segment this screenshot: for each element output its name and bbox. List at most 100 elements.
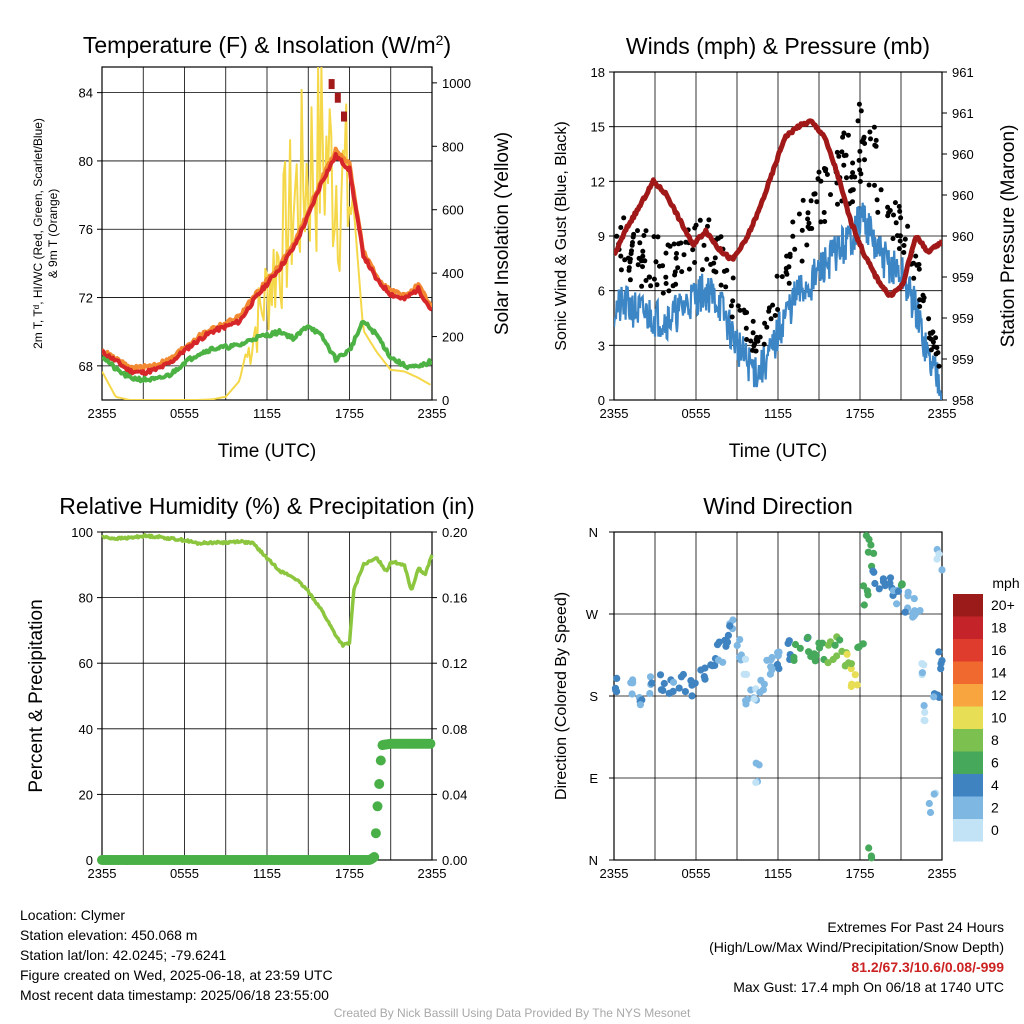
wind-gust-point (690, 247, 696, 253)
wind-gust-point (920, 292, 926, 298)
wind-gust-point (775, 307, 781, 312)
wind-gust-point (762, 320, 768, 326)
dir-point (851, 671, 859, 679)
wind-gust-point (873, 137, 879, 143)
wind-gust-point (834, 149, 840, 155)
precip-point (374, 779, 385, 789)
temp-extra-mark (341, 111, 347, 122)
wind-gust-point (618, 267, 624, 273)
wind-gust-point (928, 347, 934, 353)
dir-point (935, 648, 943, 656)
wind-gust-point (774, 273, 780, 279)
rh-title: Relative Humidity (%) & Precipitation (i… (59, 493, 474, 519)
wind-gust-point (897, 208, 903, 214)
temp-title-sup: 2 (436, 32, 444, 48)
wind-gust-point (790, 233, 796, 239)
wind-gust-point (704, 256, 710, 262)
wind-gust-point (934, 345, 940, 351)
temp-x-tick-label: 1155 (253, 406, 281, 421)
dir-point (785, 637, 793, 645)
dir-point (921, 708, 929, 716)
wind-gust-point (697, 217, 703, 223)
wind-gust-point (640, 264, 645, 270)
dir-point (918, 669, 927, 677)
wind-gust-point (836, 153, 842, 159)
rh-y2-tick-label: 0.20 (442, 525, 467, 540)
wind-gust-point (866, 182, 872, 188)
wind-gust-point (862, 157, 867, 163)
dir-point (925, 799, 933, 808)
wind-gust-point (799, 258, 805, 264)
dir-point (612, 686, 620, 694)
dir-point (848, 680, 856, 688)
dir-point (859, 640, 867, 648)
wind-y-tick-label: 9 (598, 229, 605, 244)
wind-y2-tick-label: 961 (952, 65, 974, 80)
speed-legend-swatch (953, 616, 983, 639)
dir-point (867, 852, 876, 860)
rh-y-tick-label: 0 (86, 853, 93, 868)
dir-point (804, 634, 812, 642)
dir-point (677, 673, 686, 681)
wind-gust-point (839, 149, 845, 155)
speed-legend-swatch (953, 729, 983, 752)
dir-point (755, 761, 763, 769)
wind-gust-point (653, 259, 659, 265)
wind-gust-point (665, 242, 671, 248)
dir-point (865, 844, 873, 852)
wind-y2-tick-label: 958 (952, 393, 974, 408)
wind-gust-point (926, 316, 932, 322)
dir-point (910, 595, 918, 603)
wind-gust-point (857, 179, 863, 184)
wind-gust-point (675, 265, 681, 271)
dir-point (863, 587, 872, 595)
dir-point (759, 686, 768, 694)
wind-gust-point (890, 236, 896, 242)
wind-gust-point (718, 282, 724, 288)
wind-gust-point (621, 215, 627, 221)
wind-gust-point (849, 187, 855, 193)
speed-legend-label: 0 (991, 822, 999, 838)
wind-y-tick-label: 18 (591, 65, 605, 80)
extremes-title: Extremes For Past 24 Hours (827, 919, 1004, 935)
dir-point (648, 679, 656, 687)
wind-gust-point (783, 265, 789, 271)
dir-point (701, 664, 709, 672)
dir-point (859, 582, 868, 590)
dir-point (921, 717, 929, 725)
wind-y-tick-label: 12 (591, 174, 605, 189)
wind-gust-point (755, 338, 761, 344)
dir-point (815, 639, 823, 647)
rh-x-tick-label: 1755 (335, 866, 364, 881)
speed-legend-swatch (953, 796, 983, 819)
wind-title: Winds (mph) & Pressure (mb) (626, 33, 930, 59)
rh-y-tick-label: 100 (71, 525, 93, 540)
dir-point (742, 670, 751, 679)
wind-gust-point (927, 330, 933, 336)
wind-series-group (614, 101, 942, 400)
dir-point (656, 671, 665, 679)
dir-point (871, 579, 879, 588)
temp-y-tick-label: 72 (79, 291, 93, 306)
max-gust: Max Gust: 17.4 mph On 06/18 at 1740 UTC (733, 979, 1004, 995)
wind-gust-point (663, 250, 669, 256)
dir-point (860, 601, 868, 609)
wind-gust-point (730, 298, 736, 304)
wind-gust-point (917, 304, 923, 309)
dir-point (836, 636, 844, 644)
wind-x-tick-label: 1155 (764, 406, 792, 421)
dir-point (659, 686, 667, 695)
dir-y-tick-label: E (589, 771, 598, 786)
wind-gust-point (651, 234, 657, 240)
wind-gust-point (764, 324, 770, 330)
wind-gust-point (646, 274, 652, 280)
dir-point (807, 652, 815, 661)
wind-gust-point (936, 363, 942, 369)
wind-gust-point (648, 283, 654, 289)
wind-gust-point (872, 142, 878, 148)
wind-gust-point (861, 136, 867, 142)
rh-y2-tick-label: 0.08 (442, 722, 467, 737)
dir-point (843, 650, 851, 658)
wind-gust-point (641, 233, 647, 238)
